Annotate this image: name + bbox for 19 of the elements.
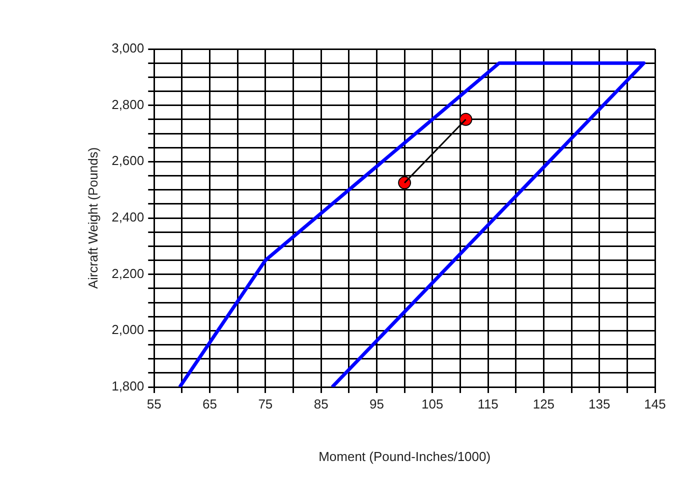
x-tick-label: 115 xyxy=(478,396,498,412)
x-tick-label: 95 xyxy=(370,396,384,412)
y-tick-label: 3,000 xyxy=(112,40,144,56)
y-tick-label: 2,000 xyxy=(112,322,144,338)
x-tick-label: 85 xyxy=(314,396,328,412)
x-tick-label: 105 xyxy=(422,396,444,412)
y-tick-label: 1,800 xyxy=(112,378,144,394)
y-tick-label: 2,800 xyxy=(112,96,144,112)
x-tick-label: 75 xyxy=(258,396,273,412)
y-tick-label: 2,200 xyxy=(112,266,144,281)
x-tick-label: 65 xyxy=(202,396,218,412)
x-tick-label: 135 xyxy=(588,396,610,412)
x-axis-title: Moment (Pound-Inches/1000) xyxy=(318,448,491,464)
y-axis-title: Aircraft Weight (Pounds) xyxy=(85,147,100,289)
y-tick-label: 2,400 xyxy=(112,210,144,225)
x-tick-label: 55 xyxy=(146,396,162,412)
x-tick-label: 125 xyxy=(532,396,555,412)
x-tick-label: 145 xyxy=(644,396,666,412)
y-tick-label: 2,600 xyxy=(112,153,144,168)
